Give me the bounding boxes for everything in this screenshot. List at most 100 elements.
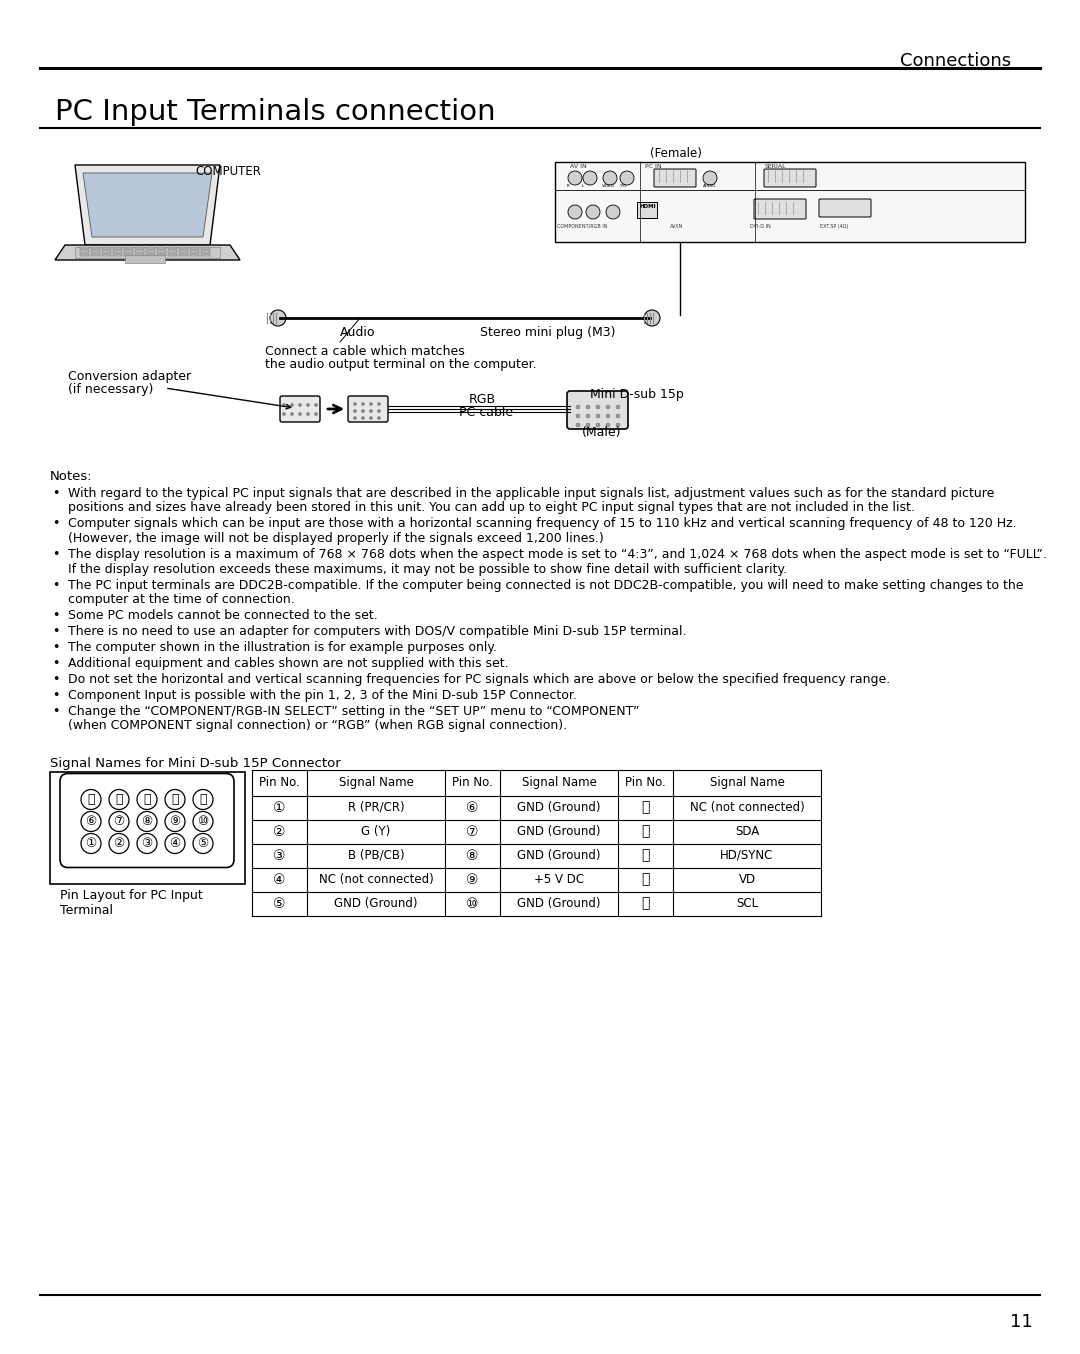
Text: G (Y): G (Y) — [362, 825, 391, 838]
Bar — [168, 250, 177, 252]
Bar — [135, 250, 144, 252]
FancyBboxPatch shape — [764, 169, 816, 187]
Text: GND (Ground): GND (Ground) — [517, 825, 600, 838]
Circle shape — [283, 403, 285, 406]
Bar — [125, 255, 165, 263]
Bar — [179, 253, 188, 256]
Bar — [91, 250, 100, 252]
Text: Connections: Connections — [900, 51, 1011, 70]
Text: ⑫: ⑫ — [642, 825, 650, 838]
Circle shape — [596, 422, 600, 427]
FancyBboxPatch shape — [567, 391, 627, 429]
Text: positions and sizes have already been stored in this unit. You can add up to eig: positions and sizes have already been st… — [68, 501, 915, 515]
Text: B (PB/CB): B (PB/CB) — [348, 849, 404, 862]
Text: the audio output terminal on the computer.: the audio output terminal on the compute… — [265, 357, 537, 371]
Text: Change the “COMPONENT/RGB-IN SELECT” setting in the “SET UP” menu to “COMPONENT”: Change the “COMPONENT/RGB-IN SELECT” set… — [68, 705, 639, 718]
Polygon shape — [83, 173, 212, 237]
FancyBboxPatch shape — [348, 395, 388, 422]
Text: NC (not connected): NC (not connected) — [690, 802, 805, 814]
Circle shape — [291, 413, 294, 416]
FancyBboxPatch shape — [819, 199, 870, 217]
Text: ⑧: ⑧ — [467, 849, 478, 862]
Text: HD/SYNC: HD/SYNC — [720, 849, 773, 862]
Text: ⑧: ⑧ — [141, 815, 152, 829]
Circle shape — [586, 405, 590, 409]
Text: Component Input is possible with the pin 1, 2, 3 of the Mini D-sub 15P Connector: Component Input is possible with the pin… — [68, 689, 577, 701]
Text: ⑦: ⑦ — [467, 825, 478, 838]
Text: +5 V DC: +5 V DC — [534, 873, 584, 886]
Circle shape — [606, 422, 610, 427]
Circle shape — [644, 310, 660, 326]
Text: PC IN: PC IN — [645, 164, 662, 169]
Text: Stereo mini plug (M3): Stereo mini plug (M3) — [480, 326, 616, 338]
Circle shape — [283, 413, 285, 416]
Text: •: • — [52, 626, 59, 638]
Text: AUDIO: AUDIO — [703, 184, 716, 188]
Text: ⑩: ⑩ — [198, 815, 208, 829]
Text: NC (not connected): NC (not connected) — [319, 873, 433, 886]
Circle shape — [703, 171, 717, 185]
Text: Pin Layout for PC Input
Terminal: Pin Layout for PC Input Terminal — [60, 890, 203, 918]
Circle shape — [568, 171, 582, 185]
Bar — [80, 250, 89, 252]
Bar — [135, 246, 144, 249]
Circle shape — [378, 402, 380, 405]
Circle shape — [353, 402, 356, 405]
Text: VD: VD — [739, 873, 756, 886]
Text: Do not set the horizontal and vertical scanning frequencies for PC signals which: Do not set the horizontal and vertical s… — [68, 673, 890, 686]
Text: GND (Ground): GND (Ground) — [517, 896, 600, 910]
Text: ①: ① — [85, 837, 96, 850]
Text: ③: ③ — [141, 837, 152, 850]
Circle shape — [586, 422, 590, 427]
Circle shape — [291, 403, 294, 406]
Circle shape — [378, 417, 380, 420]
Text: Conversion adapter: Conversion adapter — [68, 370, 191, 383]
Text: Additional equipment and cables shown are not supplied with this set.: Additional equipment and cables shown ar… — [68, 657, 509, 670]
FancyBboxPatch shape — [754, 199, 806, 219]
Text: ④: ④ — [170, 837, 180, 850]
Text: (However, the image will not be displayed properly if the signals exceed 1,200 l: (However, the image will not be displaye… — [68, 532, 604, 546]
Bar — [555, 162, 1025, 242]
Bar — [113, 253, 122, 256]
Bar — [190, 253, 199, 256]
Text: ⑪: ⑪ — [642, 800, 650, 815]
Text: •: • — [52, 578, 59, 592]
Text: computer at the time of connection.: computer at the time of connection. — [68, 593, 295, 607]
Text: ⑦: ⑦ — [113, 815, 124, 829]
Bar — [124, 246, 133, 249]
Bar — [135, 253, 144, 256]
Text: If the display resolution exceeds these maximums, it may not be possible to show: If the display resolution exceeds these … — [68, 562, 787, 575]
Text: ⑪: ⑪ — [87, 793, 95, 806]
Bar — [637, 202, 657, 218]
Bar — [201, 253, 210, 256]
Text: ⑭: ⑭ — [172, 793, 179, 806]
Bar — [102, 250, 111, 252]
Text: 11: 11 — [1010, 1313, 1032, 1331]
Text: ②: ② — [113, 837, 124, 850]
Text: ⑥: ⑥ — [85, 815, 96, 829]
Text: ⑮: ⑮ — [199, 793, 206, 806]
Text: (if necessary): (if necessary) — [68, 383, 153, 395]
Bar — [80, 246, 89, 249]
Circle shape — [586, 414, 590, 418]
Bar — [190, 246, 199, 249]
Bar — [124, 253, 133, 256]
Circle shape — [596, 405, 600, 409]
Bar — [91, 246, 100, 249]
Circle shape — [369, 402, 373, 405]
Circle shape — [620, 171, 634, 185]
Circle shape — [616, 405, 620, 409]
Text: COMPONENT/RGB IN: COMPONENT/RGB IN — [557, 223, 607, 229]
Bar — [146, 250, 156, 252]
Bar — [50, 772, 245, 884]
Circle shape — [270, 310, 286, 326]
Circle shape — [606, 414, 610, 418]
Text: ③: ③ — [273, 849, 286, 862]
Text: Pin No.: Pin No. — [625, 776, 666, 789]
Text: Signal Name: Signal Name — [710, 776, 784, 789]
Text: PC cable: PC cable — [459, 406, 513, 418]
Circle shape — [616, 422, 620, 427]
Text: ⑬: ⑬ — [144, 793, 151, 806]
Circle shape — [606, 405, 610, 409]
Text: ⑩: ⑩ — [467, 896, 478, 910]
